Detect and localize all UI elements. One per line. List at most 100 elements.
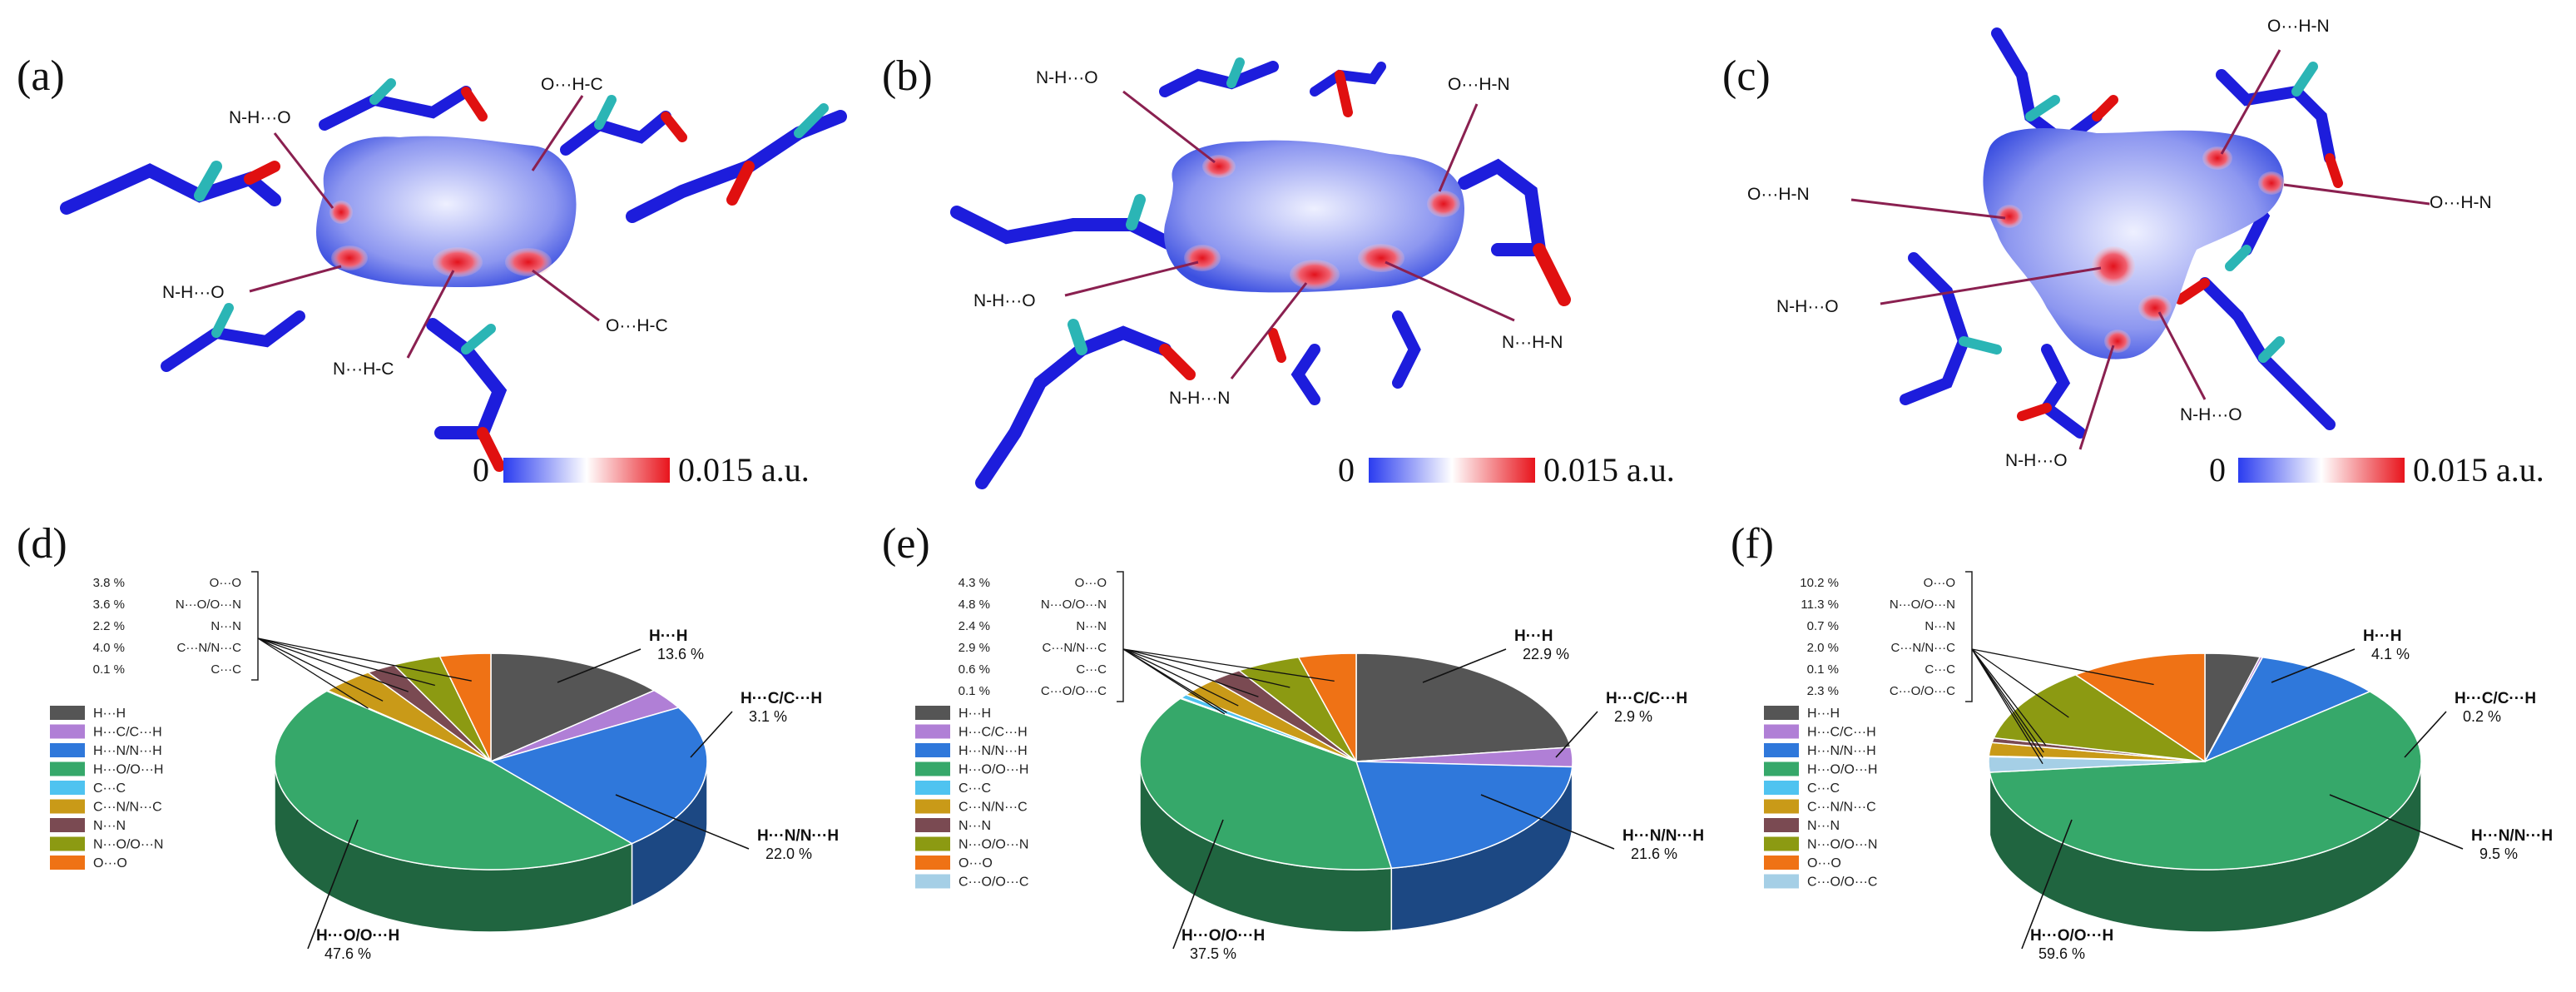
pie-slice <box>2203 656 2371 763</box>
minor-pct: 10.2 % <box>1800 576 1839 590</box>
legend-label: N···N <box>93 819 126 833</box>
annotation-label: N···H-N <box>1502 333 1563 352</box>
legend-label: H···O/O···H <box>93 763 163 777</box>
minor-bracket <box>1117 571 1124 702</box>
legend-swatch <box>50 761 85 776</box>
legend-label: O···O <box>959 856 993 870</box>
legend-swatch <box>1764 706 1799 720</box>
legend-label: C···C <box>1807 781 1840 796</box>
pie-slice <box>274 690 634 870</box>
scale-min-label: 0 <box>1338 451 1355 489</box>
legend-label: C···C <box>93 781 126 796</box>
pie-chart-f: (f)H···H4.1 %H···C/C···H0.2 %H···N/N···H… <box>1731 520 2553 962</box>
minor-pct: 4.8 % <box>959 598 990 612</box>
minor-pct: 4.3 % <box>959 576 990 590</box>
annotation-label: N-H···O <box>1036 68 1098 87</box>
leader-line <box>2329 794 2464 850</box>
minor-name: O···O <box>1075 576 1107 590</box>
legend-swatch <box>1764 874 1799 889</box>
pie-slice <box>490 652 656 763</box>
minor-leader <box>1122 648 1227 713</box>
legend-label: H···H <box>959 707 991 721</box>
minor-leader <box>1122 648 1290 688</box>
scale-max-label: 0.015 a.u. <box>1543 451 1675 489</box>
minor-name: C···C <box>211 662 241 677</box>
legend-label: N···O/O···N <box>1807 838 1877 852</box>
minor-pct: 0.1 % <box>1807 662 1839 677</box>
minor-pct: 0.1 % <box>959 684 990 698</box>
legend-swatch <box>915 761 950 776</box>
annotation-label: N-H···O <box>162 283 225 302</box>
legend-label: H···N/N···H <box>959 744 1028 758</box>
annotation-label: N-H···O <box>1776 297 1839 316</box>
panel-label: (a) <box>17 52 65 100</box>
panel-c: (c) <box>1722 17 2544 489</box>
panel-label: (d) <box>17 520 67 568</box>
minor-pct: 0.1 % <box>93 662 125 677</box>
contact-spot <box>1184 245 1221 271</box>
minor-name: N···O/O···N <box>1890 598 1955 612</box>
contact-spot <box>1996 205 2023 228</box>
legend-label: H···C/C···H <box>959 726 1028 740</box>
annotation-label: O···H-C <box>541 75 603 94</box>
legend-swatch <box>1764 724 1799 739</box>
pie-chart-d: (d)H···H13.6 %H···C/C···H3.1 %H···N/N···… <box>17 520 839 962</box>
minor-name: C···C <box>1076 662 1107 677</box>
legend-swatch <box>1764 856 1799 870</box>
legend-label: H···H <box>93 707 126 721</box>
contact-spot <box>2092 246 2135 286</box>
legend-label: N···O/O···N <box>93 838 163 852</box>
leader-line <box>615 794 750 850</box>
minor-name: N···N <box>1076 619 1107 633</box>
minor-leader <box>1971 648 2043 765</box>
minor-name: O···O <box>1924 576 1955 590</box>
minor-pct: 2.3 % <box>1807 684 1839 698</box>
legend-swatch <box>915 706 950 720</box>
pie-slice <box>1989 691 2422 870</box>
minor-pct: 2.2 % <box>93 619 125 633</box>
minor-name: N···O/O···N <box>1041 598 1107 612</box>
legend-swatch <box>50 724 85 739</box>
minor-leader <box>1971 648 2044 753</box>
annotation-label: N-H···O <box>2180 405 2242 424</box>
contact-spot <box>2104 330 2131 353</box>
legend-swatch <box>915 874 950 889</box>
contact-spot <box>1427 191 1460 217</box>
annotation-label: O···H-C <box>606 316 668 335</box>
slice-value: 59.6 % <box>2039 945 2085 962</box>
leader-line <box>307 819 359 950</box>
pie-slice <box>1355 652 1572 762</box>
pie-slice <box>2073 652 2206 763</box>
slice-label: H···H <box>2363 627 2401 645</box>
legend-label: N···O/O···N <box>959 838 1028 852</box>
annotation-arrows <box>1064 90 1515 379</box>
contact-spot <box>1290 260 1340 290</box>
molecule-sticks <box>60 78 847 472</box>
color-scale-bar <box>1369 458 1535 483</box>
pie-slice <box>438 652 492 762</box>
minor-leader <box>1971 648 2154 686</box>
minor-pct: 3.6 % <box>93 598 125 612</box>
annotation-label: O···H-N <box>1747 185 1810 204</box>
annotation-label: N-H···O <box>973 291 1036 310</box>
slice-value: 4.1 % <box>2371 646 2410 662</box>
leader-line <box>1555 711 1598 758</box>
panel-label: (b) <box>882 52 933 100</box>
panel-label: (c) <box>1722 52 1771 100</box>
minor-name: N···O/O···N <box>176 598 241 612</box>
hirshfeld-surface <box>316 136 577 287</box>
leader-line <box>1422 648 1507 683</box>
legend-swatch <box>1764 761 1799 776</box>
contact-spot <box>2258 171 2285 195</box>
minor-name: C···O/O···C <box>1041 684 1107 698</box>
panel-a: (a) <box>17 52 847 489</box>
annotation-label: O···H-N <box>1448 75 1510 94</box>
legend-swatch <box>50 799 85 814</box>
legend-swatch <box>50 836 85 851</box>
legend-label: O···O <box>1807 856 1841 870</box>
contact-spot <box>2202 146 2232 170</box>
minor-pct: 3.8 % <box>93 576 125 590</box>
minor-leader <box>257 637 369 709</box>
contact-spot <box>505 248 552 276</box>
annotation-arrows <box>249 95 600 359</box>
